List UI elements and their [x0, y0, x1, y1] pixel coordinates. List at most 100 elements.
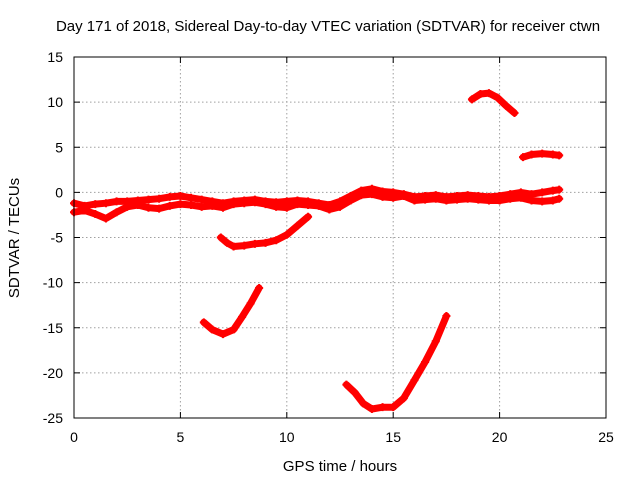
data-point	[216, 233, 225, 242]
data-point	[218, 203, 227, 212]
data-point	[229, 200, 238, 209]
data-point	[421, 195, 430, 204]
data-point	[261, 200, 270, 209]
data-point	[208, 325, 217, 334]
data-point	[336, 202, 344, 211]
y-tick-label: -20	[43, 365, 63, 381]
data-point	[484, 89, 493, 98]
y-tick-label: 0	[55, 184, 63, 200]
y-tick-label: 5	[55, 139, 63, 155]
data-point	[229, 325, 238, 334]
data-point	[484, 196, 493, 205]
x-tick-label: 15	[385, 429, 401, 445]
data-point	[240, 241, 249, 250]
x-tick-label: 5	[177, 429, 185, 445]
data-point	[176, 200, 185, 209]
data-point	[474, 195, 483, 204]
series-arc-minus-15	[199, 284, 264, 339]
data-point	[165, 192, 174, 201]
y-tick-label: -5	[51, 230, 64, 246]
data-point	[476, 90, 485, 99]
data-point	[155, 194, 164, 203]
data-point	[250, 239, 259, 248]
y-axis-label: SDTVAR / TECUs	[6, 178, 23, 298]
data-point	[80, 206, 89, 215]
data-point	[133, 201, 142, 210]
data-point	[389, 403, 398, 412]
data-point	[555, 185, 564, 194]
data-point	[187, 201, 196, 210]
data-point	[495, 196, 504, 205]
axis-ticks: 0 5 10 15 20 25 -25 -20 -15 -10 -5 0 5 10 15	[43, 49, 614, 445]
data-point	[431, 337, 440, 346]
data-point	[350, 388, 359, 397]
data-point	[218, 330, 227, 339]
series-arc-minus-24	[342, 312, 451, 413]
data-point	[493, 93, 502, 102]
data-point	[555, 151, 564, 160]
y-tick-label: -10	[43, 275, 63, 291]
data-point	[101, 214, 110, 223]
data-point	[538, 197, 547, 206]
data-point	[255, 284, 264, 293]
data-point	[359, 399, 368, 408]
data-point	[165, 201, 174, 210]
data-point	[304, 212, 313, 221]
data-point	[91, 200, 100, 209]
data-point	[112, 197, 121, 206]
data-point	[272, 236, 281, 245]
data-point	[527, 150, 536, 159]
data-point	[431, 194, 440, 203]
data-point	[238, 312, 247, 321]
data-point	[538, 188, 547, 197]
data-point	[463, 194, 472, 203]
data-point	[378, 192, 387, 201]
data-point	[293, 221, 302, 230]
data-point	[250, 198, 259, 207]
data-point	[410, 376, 419, 385]
data-point	[155, 204, 164, 213]
data-point	[282, 230, 291, 239]
data-point	[197, 195, 206, 204]
series-trail	[468, 89, 518, 117]
data-point	[367, 404, 376, 413]
data-point	[410, 196, 419, 205]
x-tick-label: 25	[598, 429, 614, 445]
data-point	[399, 394, 408, 403]
y-tick-label: -25	[43, 410, 63, 426]
data-point	[357, 191, 366, 200]
x-tick-label: 10	[279, 429, 295, 445]
data-point	[519, 153, 528, 162]
data-point	[325, 205, 334, 214]
data-series	[70, 89, 564, 413]
series-trail	[217, 213, 312, 250]
chart-title: Day 171 of 2018, Sidereal Day-to-day VTE…	[56, 18, 600, 35]
data-point	[453, 195, 462, 204]
data-point	[197, 202, 206, 211]
data-point	[176, 191, 185, 200]
data-point	[272, 202, 281, 211]
data-point	[199, 318, 208, 327]
data-point	[378, 403, 387, 412]
data-point	[501, 101, 510, 110]
data-point	[282, 203, 291, 212]
series-arc-plus-4	[519, 149, 564, 162]
data-point	[527, 196, 536, 205]
data-point	[112, 208, 121, 217]
data-point	[91, 210, 100, 219]
y-tick-label: 10	[47, 94, 63, 110]
data-point	[389, 193, 398, 202]
data-point	[442, 312, 451, 321]
y-tick-label: 15	[47, 49, 63, 65]
data-point	[208, 201, 217, 210]
data-point	[442, 196, 451, 205]
data-point	[187, 193, 196, 202]
data-point	[516, 193, 525, 202]
data-point	[538, 149, 547, 158]
data-point	[421, 358, 430, 367]
x-tick-label: 20	[492, 429, 508, 445]
data-point	[467, 95, 476, 104]
data-point	[367, 190, 376, 199]
data-point	[240, 199, 249, 208]
